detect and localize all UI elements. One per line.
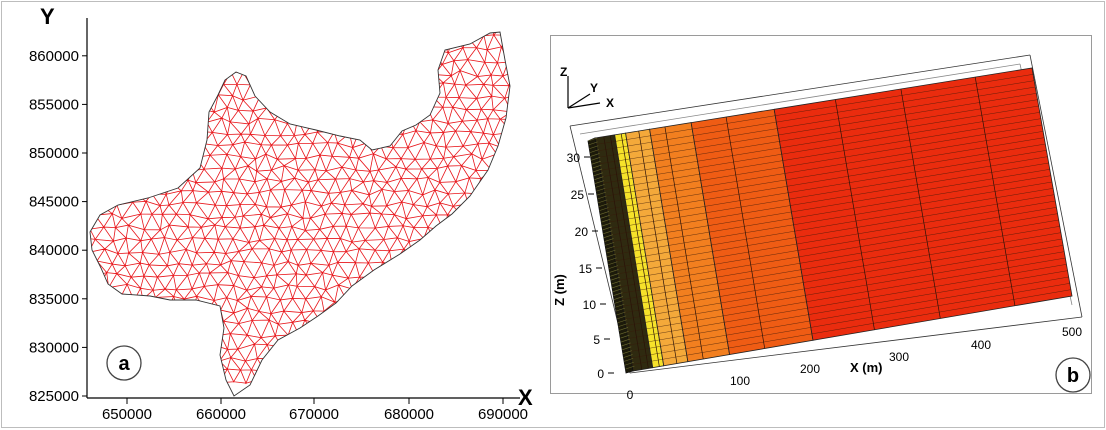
block-front-face	[587, 137, 634, 374]
panel-a-y-tick-label: 850000	[29, 145, 79, 162]
panel-b-x-tick-label: 500	[1062, 325, 1082, 339]
panel-b-z-tick-label: 5	[593, 333, 600, 347]
panel-a-y-tick-label: 855000	[29, 96, 79, 113]
panel-b-z-ticks: 0 5 10 15 20 25 30	[567, 151, 614, 381]
layered-block	[587, 67, 1073, 374]
panel-a: Y X 650000 660000 670000 680000 690000 82500…	[29, 4, 533, 423]
triad-x-label: X	[606, 96, 614, 110]
panel-a-x-tick-label: 650000	[102, 406, 152, 423]
panel-b-x-axis-title: X (m)	[850, 360, 883, 375]
front-face-hatch	[587, 137, 635, 370]
panel-a-y-tick-label: 860000	[29, 48, 79, 65]
triangular-mesh	[90, 32, 510, 387]
bbox-bottom-edge	[629, 316, 1083, 374]
panel-a-label: a	[118, 353, 130, 375]
panel-a-axes	[86, 18, 520, 399]
panel-a-y-tick-label: 825000	[29, 388, 79, 405]
panel-b-z-tick-label: 0	[597, 367, 604, 381]
panel-b: Z Y X 0 5 10 15 20 25 30 Z (m) 0 100 200 300 400 50…	[552, 54, 1091, 402]
panel-b-z-axis-title: Z (m)	[552, 274, 567, 306]
panel-a-y-tick-label: 840000	[29, 242, 79, 259]
layer-lines	[596, 74, 1071, 365]
panel-a-x-axis-title: X	[518, 385, 533, 410]
panel-a-x-tick-label: 690000	[478, 406, 528, 423]
panel-a-x-tick-label: 680000	[384, 406, 434, 423]
panel-a-label-badge: a	[106, 345, 142, 381]
panel-a-x-ticks: 650000 660000 670000 680000 690000	[102, 398, 528, 423]
bbox-top-edge	[569, 54, 1031, 127]
panel-a-x-tick-label: 660000	[196, 406, 246, 423]
panel-a-y-tick-label: 835000	[29, 291, 79, 308]
panel-b-x-tick-label: 0	[627, 388, 634, 402]
bbox-right-edge	[1029, 54, 1083, 318]
panel-a-y-ticks: 825000 830000 835000 840000 845000 850000 8550…	[29, 48, 87, 405]
axis-triad	[567, 76, 601, 109]
panel-b-z-tick-label: 25	[571, 188, 585, 202]
panel-b-label: b	[1067, 365, 1079, 387]
panel-a-y-axis-title: Y	[40, 4, 55, 29]
panel-b-z-tick-label: 20	[575, 225, 589, 239]
column-lines	[603, 77, 1016, 370]
panel-b-x-ticks: 0 100 200 300 400 500	[627, 325, 1083, 402]
panel-b-z-tick-label: 10	[583, 298, 597, 312]
triad-x-line	[567, 102, 601, 109]
panel-a-y-tick-label: 845000	[29, 194, 79, 211]
panel-b-x-tick-label: 200	[800, 362, 820, 376]
panel-b-x-tick-label: 300	[889, 350, 909, 364]
panel-a-label-circle	[106, 345, 142, 381]
panel-b-z-tick-label: 30	[567, 151, 581, 165]
domain-boundary	[89, 31, 511, 397]
triad-y-line	[567, 93, 591, 109]
panel-b-z-tick-label: 15	[579, 262, 593, 276]
panel-b-x-tick-label: 400	[971, 338, 991, 352]
panel-a-x-tick-label: 670000	[289, 406, 339, 423]
panel-b-label-badge: b	[1055, 357, 1091, 393]
panel-a-y-tick-label: 830000	[29, 339, 79, 356]
triad-z-label: Z	[560, 65, 567, 79]
mesh-edges	[90, 32, 510, 387]
panel-b-label-circle	[1055, 357, 1091, 393]
bbox-inner-top	[579, 63, 1021, 135]
panel-b-x-tick-label: 100	[730, 374, 750, 388]
triad-y-label: Y	[590, 81, 598, 95]
